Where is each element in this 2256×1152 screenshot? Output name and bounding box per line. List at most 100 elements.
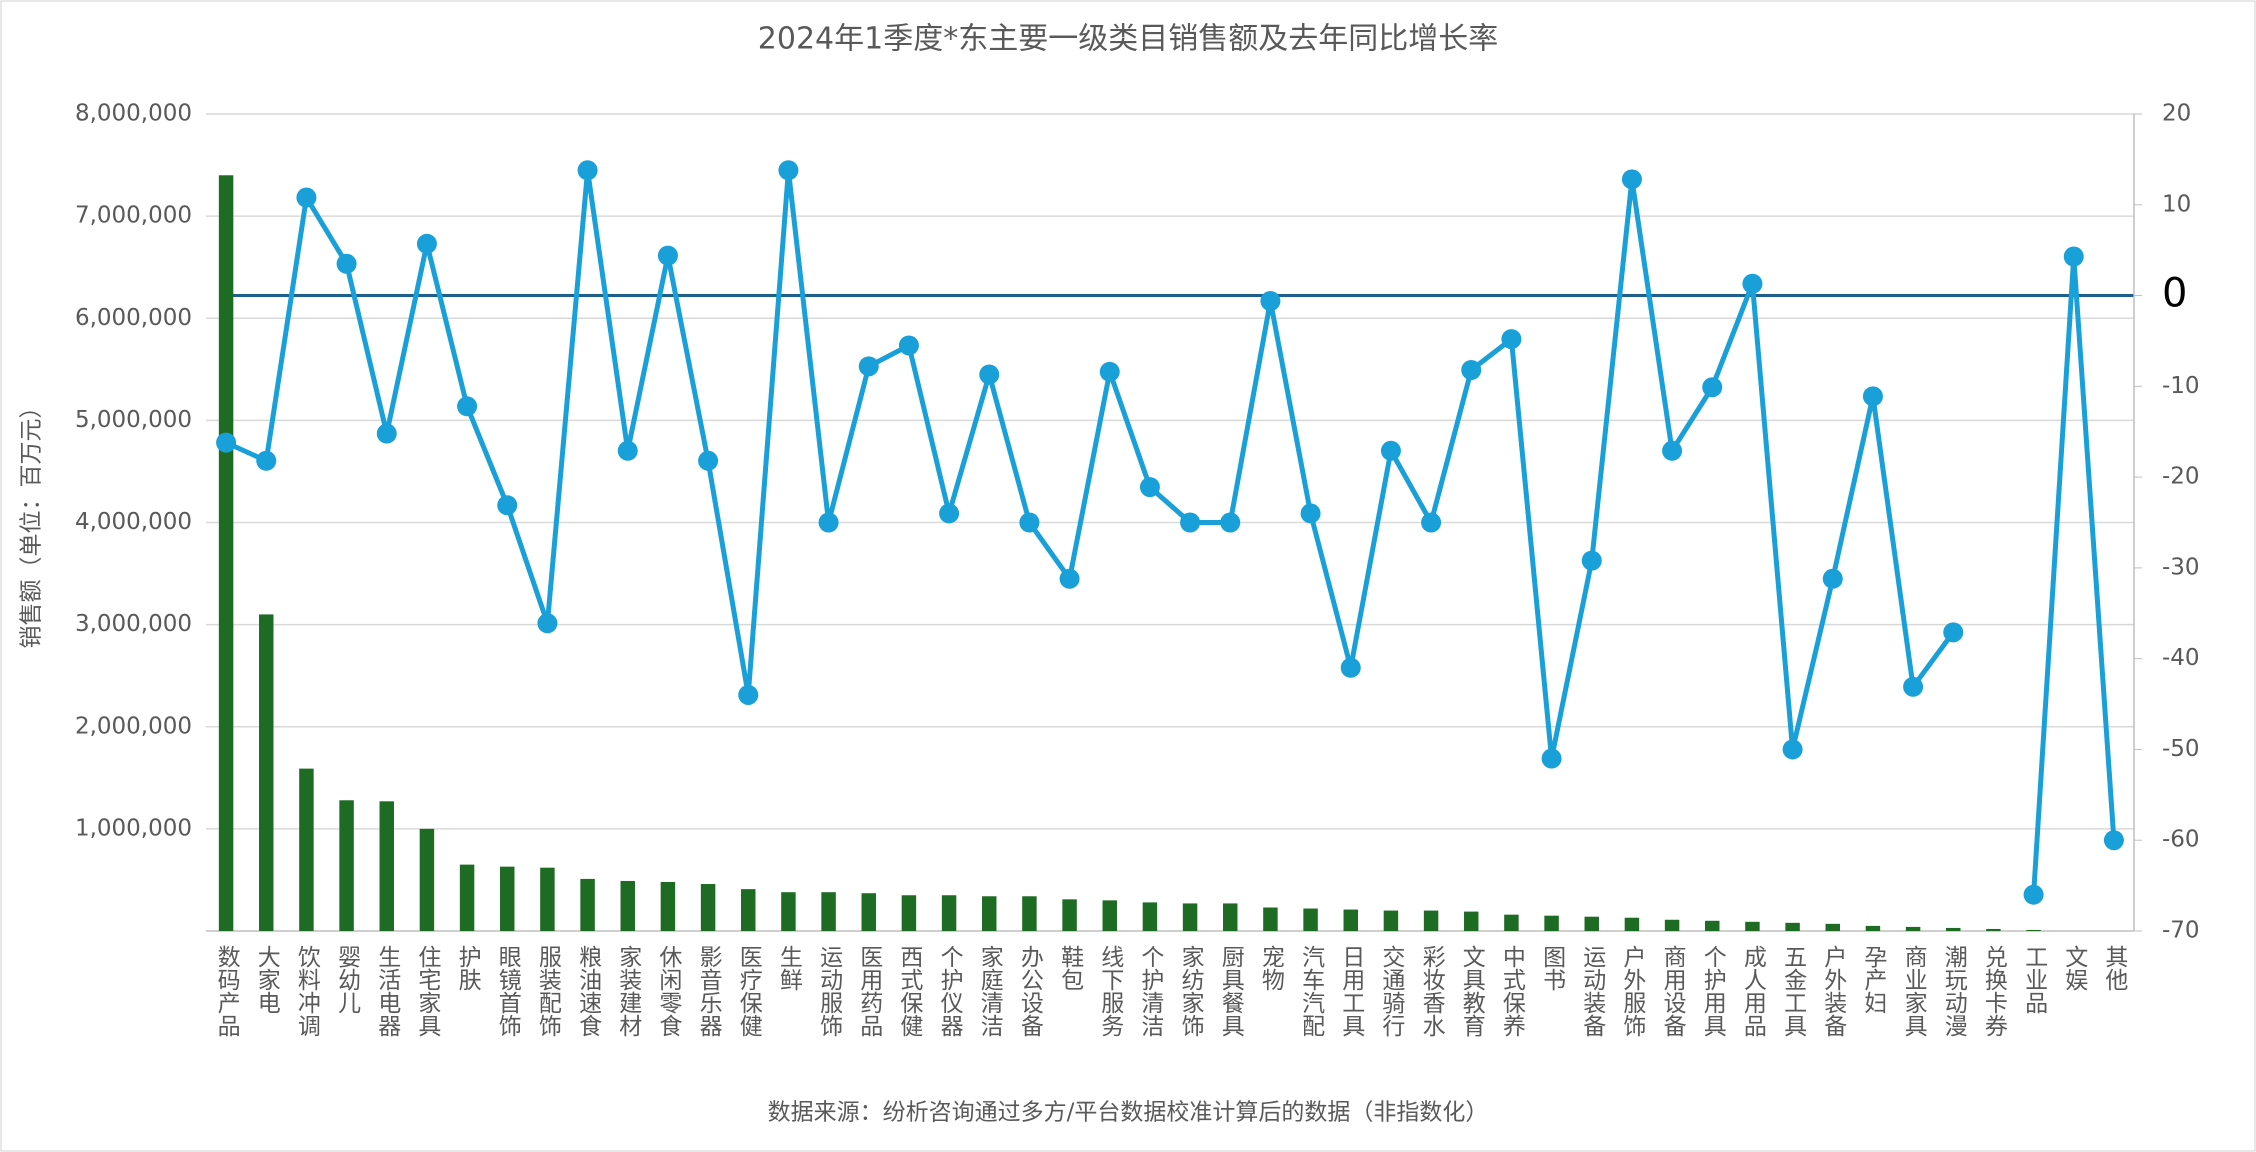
bar [459,864,475,931]
x-tick-label: 饮料冲调 [293,945,321,1037]
bar [941,895,957,931]
line-point [537,613,558,634]
bar [339,800,354,931]
bar [1142,902,1158,931]
line-point [1862,386,1883,407]
y-tick-label: 5,000,000 [75,407,192,433]
line-point [2103,830,2124,851]
line-point [416,233,437,254]
y2-tick-label: 10 [2162,191,2191,217]
x-tick-label: 兑换卡券 [1980,945,2008,1037]
x-tick-label: 汽车汽配 [1298,945,1326,1037]
bar [419,828,435,931]
line-point [1742,273,1763,294]
x-tick-label: 眼镜首饰 [494,945,522,1037]
x-tick-label: 个护用具 [1699,945,1727,1037]
bar [901,895,917,931]
x-tick-label: 医疗保健 [735,945,763,1037]
x-tick-label: 西式保健 [896,945,924,1037]
line-point [577,160,598,181]
x-tick-label: 个护仪器 [936,945,964,1037]
line-point [1621,169,1642,190]
bar [861,893,876,931]
x-tick-label: 服装配饰 [534,945,562,1037]
line-point [1300,503,1321,524]
y-tick-label: 1,000,000 [75,815,192,841]
x-tick-label: 商用设备 [1659,945,1687,1037]
bar [1825,923,1840,931]
bar [1383,910,1399,931]
x-tick-label: 家庭清洁 [976,945,1004,1037]
line-point [939,503,960,524]
y-tick-label: 2,000,000 [75,713,192,739]
y-axis-label: 销售额（单位：百万元） [19,396,45,649]
x-tick-label: 办公设备 [1016,945,1044,1037]
line-point [1180,512,1201,533]
bar [1423,910,1439,931]
line-point [1340,657,1361,678]
bar [1182,903,1198,931]
x-tick-label: 工业品 [2021,945,2048,1014]
x-tick-label: 潮玩动漫 [1940,945,1968,1037]
bar [1905,926,1921,931]
x-tick-label: 孕产妇 [1860,945,1888,1014]
line-point [1421,512,1442,533]
x-tick-label: 大家电 [253,945,281,1014]
line-point [1260,291,1281,312]
x-tick-label: 鞋包 [1057,945,1085,991]
bar [299,768,314,931]
x-tick-label: 彩妆香水 [1418,945,1446,1037]
line-point [617,440,638,461]
x-tick-label: 成人用品 [1739,945,1767,1037]
bar [1584,916,1599,931]
line-point [1662,440,1683,461]
x-tick-label: 护肤 [454,945,482,991]
bar [1022,896,1037,931]
bar [1504,914,1519,931]
line-point [979,364,1000,385]
y2-tick-label: 20 [2162,101,2191,127]
x-tick-label: 生活电器 [374,945,402,1037]
line-point [698,450,719,471]
y-tick-label: 6,000,000 [75,305,192,331]
line-point [336,253,357,274]
x-tick-label: 其他 [2101,945,2129,991]
y-tick-label: 3,000,000 [75,611,192,637]
bar [1986,928,2001,931]
bar [1705,920,1720,931]
bar [2026,929,2041,931]
x-tick-label: 户外服饰 [1619,945,1647,1037]
bar [1785,922,1800,931]
x-tick-label: 个护清洁 [1137,945,1165,1037]
line-point [1501,329,1522,350]
y-tick-label: 7,000,000 [75,203,192,229]
x-tick-label: 运动服饰 [816,945,844,1037]
bar [700,884,716,931]
line-point [1220,512,1241,533]
line-point [1461,359,1482,380]
x-tick-label: 户外装备 [1820,945,1848,1037]
line-point [1903,676,1924,697]
y2-tick-label: -40 [2162,645,2200,671]
bar [540,867,555,931]
bar [1223,903,1238,931]
line-point [1541,748,1562,769]
y2-tick-label: -20 [2162,464,2200,490]
x-tick-label: 五金工具 [1780,945,1808,1037]
line-point [657,245,678,266]
y2-tick-label: -70 [2162,918,2200,944]
line-point [1019,512,1040,533]
line-point [457,396,478,417]
line-point [898,335,919,356]
x-tick-label: 厨具餐具 [1217,945,1245,1037]
bar [1263,907,1278,931]
bar [1303,908,1318,931]
x-tick-label: 交通骑行 [1378,945,1406,1037]
y2-tick-label: -60 [2162,827,2200,853]
chart-title: 2024年1季度*东主要一级类目销售额及去年同比增长率 [758,22,1498,57]
bar [500,866,515,931]
line-point [1139,477,1160,498]
line-point [1943,622,1964,643]
y-tick-label: 4,000,000 [75,509,192,535]
line-point [376,423,397,444]
